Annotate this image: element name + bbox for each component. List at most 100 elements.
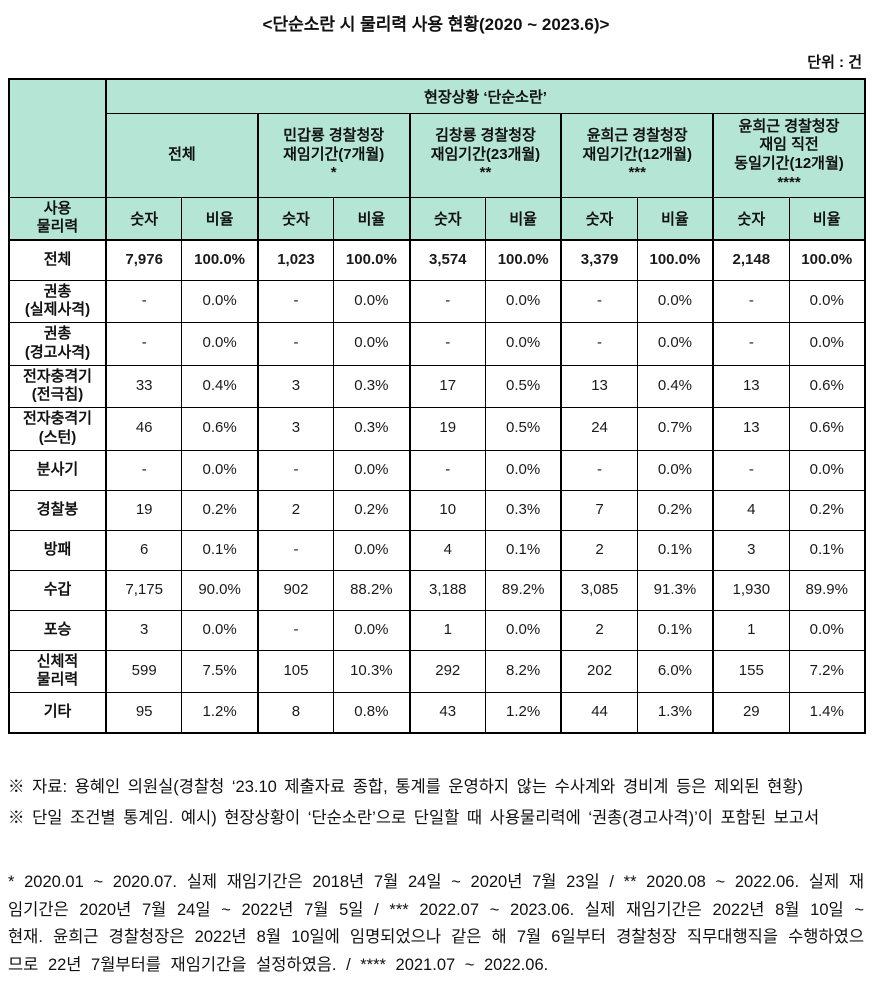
- ratio-cell: 100.0%: [484, 239, 563, 281]
- ratio-cell: 0.0%: [788, 449, 866, 491]
- count-cell: -: [712, 279, 790, 323]
- subheader-ratio: 비율: [636, 196, 715, 241]
- ratio-cell: 0.0%: [484, 449, 563, 491]
- table-body: 전체 7,976 100.0% 1,023 100.0% 3,574 100.0% 3,379…: [8, 239, 866, 733]
- count-cell: -: [257, 609, 335, 651]
- ratio-cell: 0.5%: [484, 407, 563, 451]
- ratio-cell: 0.0%: [788, 322, 866, 366]
- table-row: 경찰봉 19 0.2% 2 0.2% 10 0.3% 7 0.2% 4 0.2%: [8, 489, 866, 531]
- table-row: 기타 95 1.2% 8 0.8% 43 1.2% 44 1.3% 29 1.4%: [8, 692, 866, 733]
- count-cell: 599: [105, 649, 183, 693]
- count-cell: 46: [105, 407, 183, 451]
- table-row: 분사기 -0.0% -0.0% -0.0% -0.0% -0.0%: [8, 449, 866, 491]
- header-row-subcolumns: 사용 물리력 숫자 비율 숫자 비율 숫자 비율 숫자 비율 숫자 비율: [8, 196, 866, 241]
- group-header-yoon-prior: 윤희근 경찰청장 재임 직전 동일기간(12개월) ****: [712, 112, 866, 198]
- ratio-cell: 88.2%: [333, 569, 411, 611]
- ratio-cell: 0.0%: [333, 609, 411, 651]
- ratio-cell: 0.0%: [484, 609, 563, 651]
- count-cell: 902: [257, 569, 335, 611]
- row-label: 경찰봉: [8, 489, 107, 531]
- table-row: 수갑 7,175 90.0% 902 88.2% 3,188 89.2% 3,085 91.3%…: [8, 569, 866, 611]
- row-label: 기타: [8, 692, 107, 733]
- count-cell: 3,379: [560, 239, 638, 281]
- count-cell: -: [712, 322, 790, 366]
- ratio-cell: 0.2%: [333, 489, 411, 531]
- ratio-cell: 0.2%: [636, 489, 715, 531]
- ratio-cell: 0.2%: [788, 489, 866, 531]
- ratio-cell: 0.4%: [181, 364, 259, 408]
- count-cell: -: [712, 449, 790, 491]
- count-cell: 3,085: [560, 569, 638, 611]
- ratio-cell: 0.0%: [636, 322, 715, 366]
- count-cell: 105: [257, 649, 335, 693]
- ratio-cell: 0.0%: [181, 609, 259, 651]
- ratio-cell: 7.5%: [181, 649, 259, 693]
- ratio-cell: 90.0%: [181, 569, 259, 611]
- header-row-groups: 전체 민갑룡 경찰청장 재임기간(7개월) * 김창룡 경찰청장 재임기간(23…: [9, 112, 866, 198]
- subheader-ratio: 비율: [484, 196, 563, 241]
- count-cell: -: [409, 449, 486, 491]
- ratio-cell: 0.4%: [636, 364, 715, 408]
- footnote-source: ※ 자료: 용혜인 의원실(경찰청 ‘23.10 제출자료 종합, 통계를 운영…: [8, 777, 803, 796]
- subheader-count: 숫자: [257, 196, 335, 241]
- subheader-ratio: 비율: [788, 196, 866, 241]
- count-cell: 3: [105, 609, 183, 651]
- count-cell: 7,976: [105, 239, 183, 281]
- ratio-cell: 0.0%: [333, 529, 411, 571]
- ratio-cell: 0.0%: [181, 322, 259, 366]
- count-cell: 17: [409, 364, 486, 408]
- subheader-count: 숫자: [409, 196, 486, 241]
- ratio-cell: 0.1%: [636, 529, 715, 571]
- ratio-cell: 91.3%: [636, 569, 715, 611]
- ratio-cell: 100.0%: [181, 239, 259, 281]
- count-cell: 19: [105, 489, 183, 531]
- unit-label: 단위 : 건: [807, 54, 862, 71]
- ratio-cell: 0.0%: [333, 449, 411, 491]
- count-cell: 95: [105, 692, 183, 733]
- count-cell: 292: [409, 649, 486, 693]
- period-footnote: * 2020.01 ~ 2020.07. 실제 재임기간은 2018년 7월 2…: [8, 872, 864, 974]
- ratio-cell: 0.1%: [484, 529, 563, 571]
- count-cell: -: [560, 449, 638, 491]
- count-cell: -: [257, 529, 335, 571]
- ratio-cell: 0.3%: [333, 364, 411, 408]
- count-cell: 24: [560, 407, 638, 451]
- count-cell: 3: [712, 529, 790, 571]
- subheader-count: 숫자: [105, 196, 183, 241]
- ratio-cell: 0.2%: [181, 489, 259, 531]
- ratio-cell: 0.7%: [636, 407, 715, 451]
- count-cell: -: [105, 449, 183, 491]
- count-cell: -: [257, 322, 335, 366]
- count-cell: 1,023: [257, 239, 335, 281]
- row-label: 전자충격기 (스턴): [8, 407, 107, 451]
- footnote-method: ※ 단일 조건별 통계임. 예시) 현장상황이 ‘단순소란’으로 단일할 때 사…: [8, 809, 820, 828]
- ratio-cell: 100.0%: [636, 239, 715, 281]
- count-cell: -: [257, 279, 335, 323]
- row-label: 수갑: [8, 569, 107, 611]
- row-label: 포승: [8, 609, 107, 651]
- ratio-cell: 0.0%: [484, 322, 563, 366]
- row-label: 방패: [8, 529, 107, 571]
- row-label: 전자충격기 (전극침): [8, 364, 107, 408]
- ratio-cell: 0.0%: [181, 449, 259, 491]
- corner-empty-cell: [8, 78, 107, 198]
- count-cell: 19: [409, 407, 486, 451]
- subheader-ratio: 비율: [181, 196, 259, 241]
- ratio-cell: 0.0%: [333, 279, 411, 323]
- table-row: 신체적 물리력 599 7.5% 105 10.3% 292 8.2% 202 6.0% 155 7…: [8, 649, 866, 693]
- ratio-cell: 0.1%: [788, 529, 866, 571]
- count-cell: 6: [105, 529, 183, 571]
- ratio-cell: 0.1%: [636, 609, 715, 651]
- ratio-cell: 0.0%: [181, 279, 259, 323]
- ratio-cell: 1.2%: [484, 692, 563, 733]
- source-footnotes: ※ 자료: 용혜인 의원실(경찰청 ‘23.10 제출자료 종합, 통계를 운영…: [8, 772, 864, 835]
- table-row: 전체 7,976 100.0% 1,023 100.0% 3,574 100.0% 3,379…: [8, 239, 866, 281]
- count-cell: 3,574: [409, 239, 486, 281]
- ratio-cell: 0.0%: [788, 609, 866, 651]
- ratio-cell: 8.2%: [484, 649, 563, 693]
- ratio-cell: 0.0%: [636, 279, 715, 323]
- count-cell: -: [105, 322, 183, 366]
- count-cell: 202: [560, 649, 638, 693]
- row-label: 신체적 물리력: [8, 649, 107, 693]
- table-row: 전자충격기 (전극침) 33 0.4% 3 0.3% 17 0.5% 13 0.4% 13 0.6%: [8, 364, 866, 408]
